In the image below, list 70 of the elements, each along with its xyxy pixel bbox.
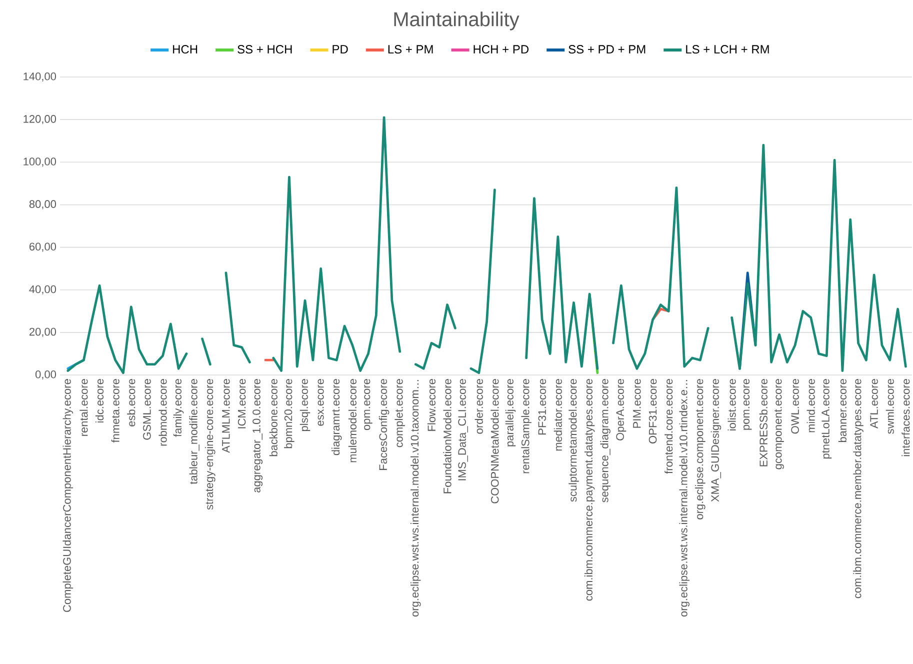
x-tick-label: esb.ecore: [127, 379, 136, 426]
x-tick-label: mind.ecore: [806, 379, 815, 432]
x-tick-label: com.ibm.commerce.member.datatypes.ecore: [853, 379, 864, 598]
legend-label: HCH + PD: [474, 45, 529, 54]
x-tick-label: mediator.ecore: [554, 379, 562, 451]
x-tick-label: gcomponent.ecore: [774, 379, 784, 470]
legend-label: SS + PD + PM: [568, 45, 646, 54]
x-tick-label: org.eclipse.wst.ws.internal.model.v10.taxonom…: [410, 380, 421, 617]
x-tick-label: COOPNMetaModel.ecore: [490, 379, 499, 504]
x-tick-label: diagramrt.ecore: [332, 379, 342, 456]
x-tick-label: IMS_Data_CLI.ecore: [458, 379, 468, 480]
y-tick-label: 140,00: [24, 72, 56, 82]
x-tick-label: mulemodel.ecore: [348, 379, 356, 462]
x-tick-label: pom.ecore: [744, 379, 752, 430]
y-tick-label: 100,00: [24, 158, 56, 167]
y-tick-label: 40,00: [29, 285, 56, 294]
x-tick-label: opm.ecore: [364, 379, 372, 430]
x-tick-label: frontend.core.ecore: [664, 379, 673, 474]
x-tick-label: bpmn20.ecore: [284, 379, 294, 448]
x-tick-label: PIM.ecore: [633, 379, 641, 428]
x-tick-label: order.ecore: [474, 379, 483, 434]
x-tick-label: Flow.ecore: [427, 379, 436, 431]
y-tick-label: 80,00: [29, 200, 56, 210]
y-tick-label: 0,00: [35, 370, 56, 380]
y-tick-label: 60,00: [30, 242, 56, 252]
x-tick-label: PF31.ecore: [538, 379, 546, 434]
x-tick-label: ATLMLM.ecore: [222, 379, 230, 453]
x-tick-label: family.ecore: [173, 379, 184, 437]
x-tick-label: aggregator_1.0.0.ecore: [252, 379, 263, 492]
x-tick-label: ptnetLoLA.ecore: [822, 379, 832, 459]
y-tick-label: 120,00: [24, 115, 56, 124]
x-tick-label: iolist.ecore: [728, 379, 736, 430]
legend-label: LS + PM: [388, 45, 433, 54]
x-tick-label: com.ibm.commerce.payment.datatypes.ecore: [584, 379, 595, 601]
x-tick-label: backbone.ecore: [269, 379, 278, 456]
x-tick-label: org.eclipse.component.ecore: [695, 379, 706, 520]
x-tick-label: fnmeta.ecore: [111, 379, 120, 443]
x-tick-label: OperA.ecore: [616, 379, 626, 440]
x-tick-label: sculptormetamodel.ecore: [568, 379, 579, 502]
x-tick-label: tableur_modifie.ecore: [189, 379, 200, 484]
x-tick-label: strategy-engine-core.ecore: [205, 379, 216, 510]
x-tick-label: EXPRESSb.ecore: [759, 379, 768, 466]
y-tick-label: 20,00: [29, 328, 56, 337]
x-tick-label: ICM.ecore: [238, 379, 246, 428]
x-tick-label: OWL.ecore: [791, 379, 799, 434]
x-tick-label: org.eclipse.wst.ws.internal.model.v10.rtindex.e…: [679, 380, 690, 617]
x-tick-label: robmod.ecore: [158, 379, 167, 446]
x-tick-label: parallelj.ecore: [505, 379, 516, 446]
legend-label: SS + HCH: [238, 45, 292, 54]
x-tick-label: OPF31.ecore: [648, 379, 657, 444]
x-tick-label: FacesConfig.ecore: [378, 379, 390, 470]
x-tick-label: sequence_diagram.ecore: [600, 379, 610, 502]
x-tick-label: FoundationModel.ecore: [443, 379, 452, 494]
x-tick-label: CompleteGUIdancerComponentHierarchy.ecore: [62, 379, 74, 612]
x-tick-label: plsql.ecore: [300, 379, 310, 432]
legend-label: PD: [332, 45, 348, 54]
legend-label: LS + LCH + RM: [686, 45, 769, 54]
x-tick-label: rentalSample.ecore: [521, 379, 532, 474]
x-tick-label: GSML.ecore: [143, 379, 151, 440]
x-tick-label: idc.ecore: [95, 379, 104, 422]
x-tick-label: rental.ecore: [80, 379, 88, 436]
x-tick-label: XMA_GUIDesigner.ecore: [710, 379, 722, 502]
x-tick-label: interfaces.ecore: [902, 379, 910, 456]
x-tick-label: esx.ecore: [318, 379, 324, 426]
legend-label: HCH: [173, 45, 198, 54]
x-tick-label: banner.ecore: [838, 379, 846, 442]
x-tick-label: ATL.ecore: [870, 379, 878, 428]
x-tick-label: complet.ecore: [394, 379, 405, 448]
chart-title: Maintainability: [394, 12, 520, 30]
x-tick-label: swml.ecore: [886, 379, 894, 434]
